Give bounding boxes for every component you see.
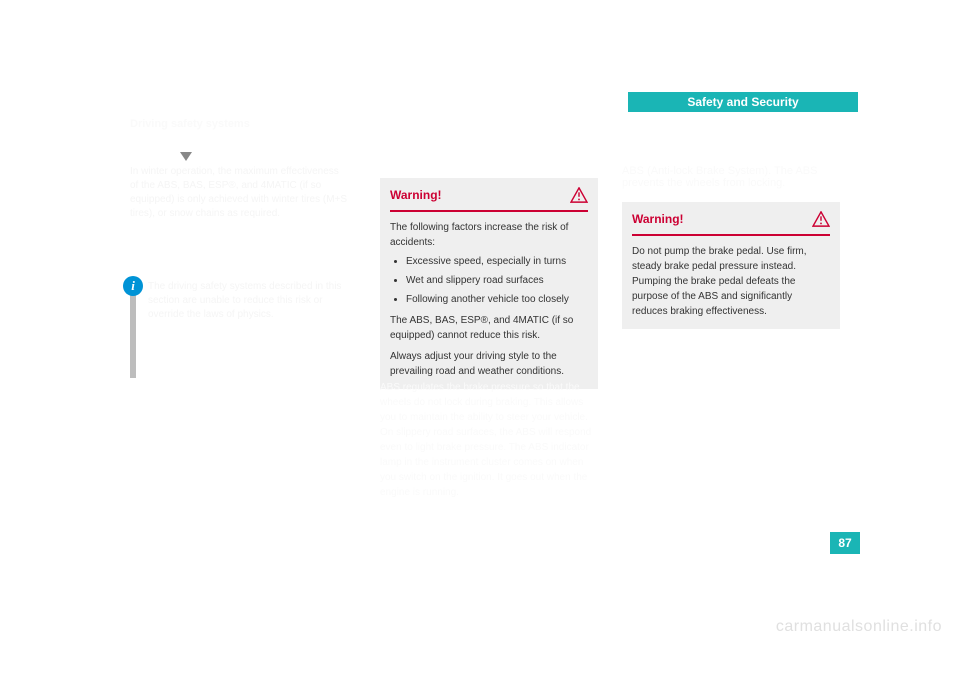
- warning-box-1: Warning! The following factors increase …: [380, 178, 598, 389]
- page-number: 87: [838, 536, 851, 550]
- page-number-badge: 87: [830, 532, 860, 554]
- warning1-line3: Always adjust your driving style to the …: [390, 349, 588, 379]
- info-icon: i: [123, 276, 143, 296]
- warning-box-2: Warning! Do not pump the brake pedal. Us…: [622, 202, 840, 329]
- warning2-body: Do not pump the brake pedal. Use firm, s…: [632, 244, 830, 319]
- info-sidebar-rail: [130, 282, 136, 378]
- page-heading-faint: Driving safety systems: [130, 118, 250, 130]
- warning1-intro: The following factors increase the risk …: [390, 220, 588, 250]
- warning1-line2: The ABS, BAS, ESP®, and 4MATIC (if so eq…: [390, 313, 588, 343]
- warning-title: Warning!: [632, 210, 684, 228]
- warning1-list: Excessive speed, especially in turns Wet…: [390, 254, 588, 307]
- watermark-text: carmanualsonline.info: [776, 618, 942, 636]
- warning1-bullet: Wet and slippery road surfaces: [406, 273, 588, 288]
- warning-title: Warning!: [390, 186, 442, 204]
- section-title: Safety and Security: [687, 95, 798, 109]
- info-icon-glyph: i: [131, 278, 135, 294]
- warning-header: Warning!: [632, 210, 830, 236]
- right-column-faint-heading: ABS (Anti-lock Brake System). The ABS pr…: [622, 165, 840, 189]
- left-intro-text: In winter operation, the maximum effecti…: [130, 165, 348, 221]
- warning1-bullet: Following another vehicle too closely: [406, 292, 588, 307]
- warning-triangle-icon: [570, 187, 588, 203]
- section-header-band: Safety and Security: [628, 92, 858, 112]
- warning-triangle-icon: [812, 211, 830, 227]
- info-note-text: The driving safety systems described in …: [148, 280, 348, 322]
- warning-header: Warning!: [390, 186, 588, 212]
- triangle-marker-icon: [180, 152, 192, 161]
- middle-column-faint-text: ABS regulates the brake pressure so that…: [380, 380, 598, 500]
- warning1-bullet: Excessive speed, especially in turns: [406, 254, 588, 269]
